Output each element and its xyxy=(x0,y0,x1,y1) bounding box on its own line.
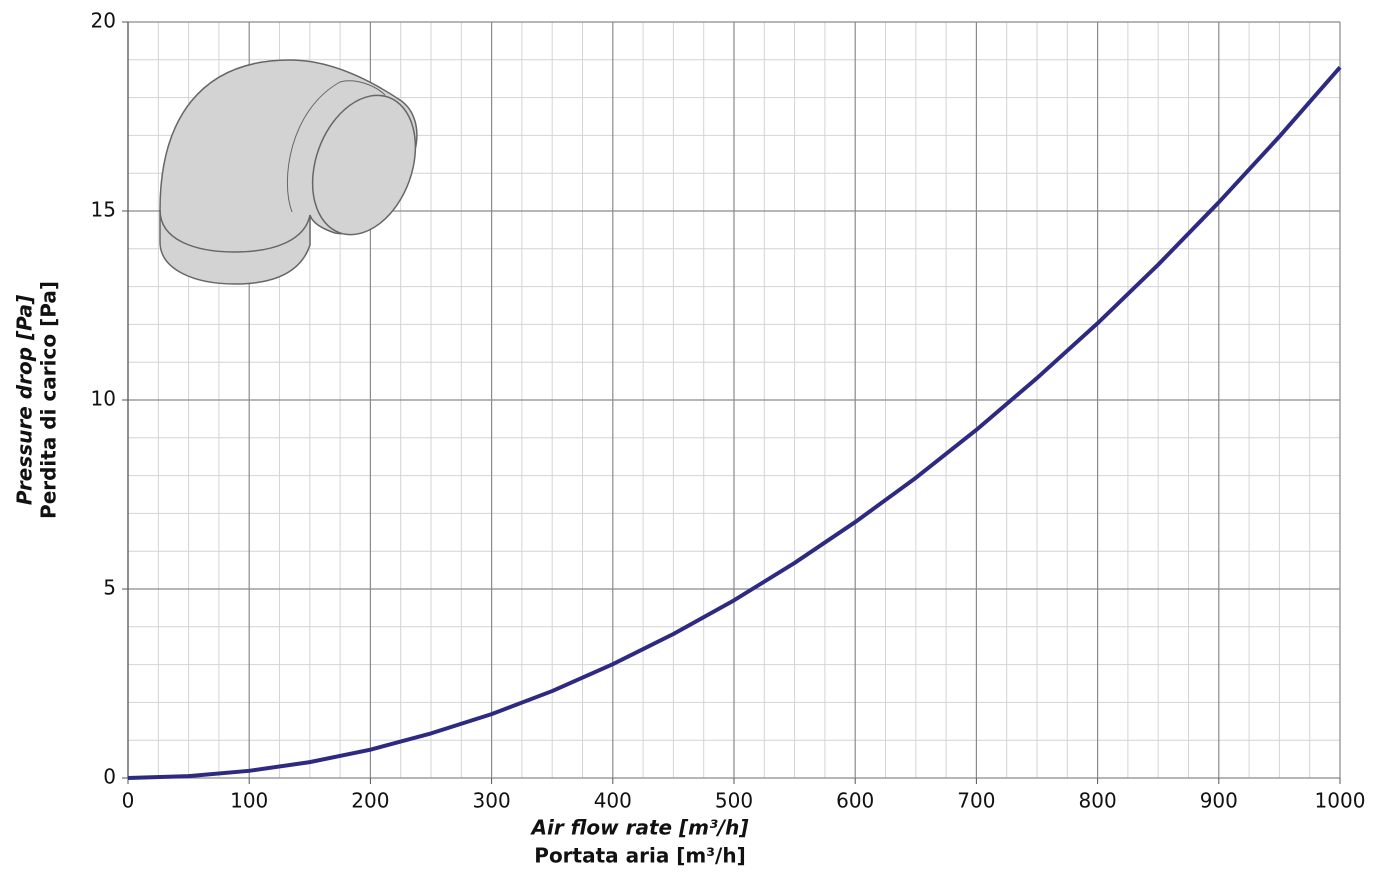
x-tick-label: 800 xyxy=(1079,789,1117,813)
x-tick-label: 0 xyxy=(122,789,135,813)
x-tick-label: 700 xyxy=(957,789,995,813)
elbow-illustration xyxy=(159,59,418,285)
y-tick-label: 0 xyxy=(103,765,116,789)
x-tick-label: 1000 xyxy=(1315,789,1366,813)
x-tick-label: 900 xyxy=(1200,789,1238,813)
data-line xyxy=(127,66,1342,780)
x-tick-label: 500 xyxy=(715,789,753,813)
x-tick-label: 600 xyxy=(836,789,874,813)
y-tick-label: 10 xyxy=(91,387,116,411)
y-axis-label: Perdita di carico [Pa] xyxy=(37,281,61,519)
y-tick-label: 15 xyxy=(91,198,116,222)
x-axis-label: Portata aria [m³/h] xyxy=(534,844,745,868)
x-tick-label: 300 xyxy=(473,789,511,813)
x-tick-label: 200 xyxy=(351,789,389,813)
x-tick-label: 400 xyxy=(594,789,632,813)
y-axis-label: Pressure drop [Pa] xyxy=(13,295,37,505)
x-axis-label: Air flow rate [m³/h] xyxy=(530,816,749,840)
y-tick-label: 20 xyxy=(91,9,116,33)
x-tick-label: 100 xyxy=(230,789,268,813)
y-tick-label: 5 xyxy=(103,576,116,600)
